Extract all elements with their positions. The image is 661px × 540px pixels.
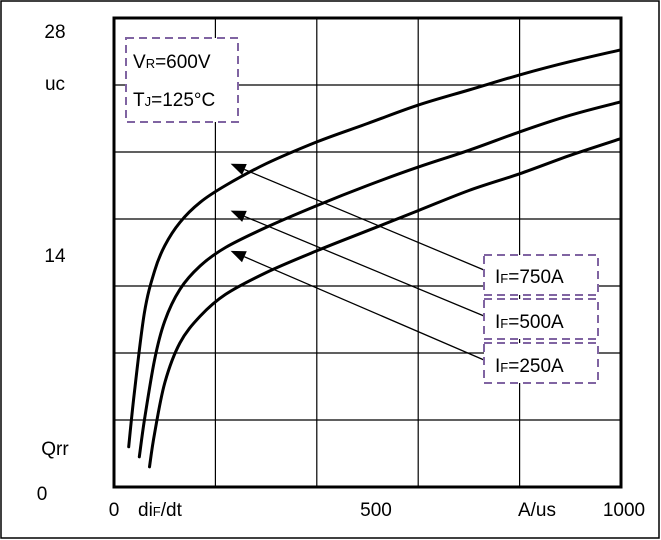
series-label-750-text: IF=750A <box>495 267 564 288</box>
condition-tj: TJ=125°C <box>133 90 215 111</box>
series-label-250-main: I <box>495 356 500 377</box>
curve-series-1 <box>137 100 623 459</box>
x-tick-label-500: 500 <box>360 500 392 521</box>
plot-area-border <box>112 16 623 489</box>
condition-vr-rest: =600V <box>155 52 211 73</box>
condition-vr-main: V <box>133 52 146 73</box>
annotation-arrow-line <box>244 215 485 317</box>
series-label-250-sub: F <box>500 360 508 375</box>
curve-series-2 <box>148 137 623 469</box>
x-axis-label: diF/dt <box>138 500 183 521</box>
y-axis-labels: 28 uc 14 Qrr 0 <box>37 22 70 505</box>
curve-series-0 <box>127 48 623 449</box>
curve-group <box>127 48 623 469</box>
annotation-arrow-line <box>244 256 485 361</box>
series-label-750-box <box>483 254 599 296</box>
x-axis-label-rest: /dt <box>161 500 183 521</box>
x-tick-label-0: 0 <box>109 500 120 521</box>
condition-vr: VR=600V <box>133 52 211 73</box>
y-tick-label-0: 0 <box>37 484 48 505</box>
series-label-250-box <box>483 342 599 384</box>
y-axis-label: Qrr <box>41 439 69 460</box>
arrow-group <box>230 163 485 361</box>
series-label-250: IF=250A <box>483 342 599 384</box>
series-label-750-rest: =750A <box>508 267 564 288</box>
conditions-box-border <box>125 37 239 123</box>
condition-vr-sub: R <box>146 56 155 71</box>
y-tick-label-28: 28 <box>44 22 65 43</box>
x-axis-label-main: di <box>138 500 153 521</box>
series-label-250-rest: =250A <box>508 356 564 377</box>
annotation-arrow-head <box>230 250 247 263</box>
condition-tj-main: T <box>133 90 145 111</box>
x-tick-label-1000: 1000 <box>603 500 645 521</box>
series-label-750-sub: F <box>500 271 508 286</box>
y-tick-label-14: 14 <box>44 246 66 267</box>
series-label-500-rest: =500A <box>508 312 564 333</box>
condition-tj-rest: =125°C <box>151 90 215 111</box>
x-unit-label: A/us <box>518 500 556 521</box>
series-label-500-text: IF=500A <box>495 312 564 333</box>
y-unit-label: uc <box>45 74 65 95</box>
series-label-500: IF=500A <box>483 298 599 340</box>
conditions-box: VR=600V TJ=125°C <box>125 37 239 123</box>
x-axis-labels: 0 diF/dt 500 A/us 1000 <box>109 500 645 521</box>
series-label-500-main: I <box>495 312 500 333</box>
series-label-250-text: IF=250A <box>495 356 564 377</box>
annotation-arrow-head <box>230 163 247 176</box>
series-label-500-box <box>483 298 599 340</box>
series-label-750: IF=750A <box>483 254 599 296</box>
series-label-750-main: I <box>495 267 500 288</box>
x-axis-label-sub: F <box>153 504 161 519</box>
series-label-500-sub: F <box>500 316 508 331</box>
condition-tj-sub: J <box>145 94 152 109</box>
annotation-arrow-head <box>230 210 247 222</box>
annotation-arrow-line <box>244 168 485 271</box>
